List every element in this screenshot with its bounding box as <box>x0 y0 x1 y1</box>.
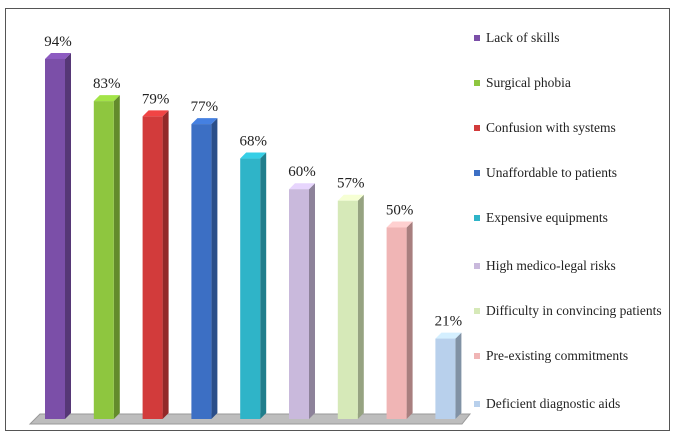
value-label: 83% <box>93 76 121 92</box>
legend-label: Lack of skills <box>486 30 560 45</box>
legend-label: Unaffordable to patients <box>486 165 617 180</box>
legend-swatch <box>474 215 480 221</box>
legend-swatch <box>474 125 480 131</box>
legend-item: Lack of skills <box>472 30 667 45</box>
legend-item: Difficulty in convincing patients <box>472 303 667 318</box>
value-label: 94% <box>44 34 72 50</box>
bar-side <box>406 221 413 419</box>
legend-label: Difficulty in convincing patients <box>486 303 662 318</box>
bar-top <box>435 332 462 339</box>
bar-top <box>93 95 120 102</box>
value-label: 21% <box>435 314 463 330</box>
legend-item: Surgical phobia <box>472 75 667 90</box>
bar-top <box>289 183 315 190</box>
bar-side <box>162 110 169 420</box>
value-label: 68% <box>239 134 267 150</box>
bar <box>142 116 163 420</box>
bar-side <box>260 152 267 419</box>
bar-side <box>309 183 315 419</box>
legend-swatch <box>474 263 480 269</box>
bar <box>386 227 407 419</box>
bar <box>435 338 456 419</box>
legend-label: Confusion with systems <box>486 120 616 135</box>
bar-side <box>357 194 364 419</box>
legend-item: Unaffordable to patients <box>472 165 667 180</box>
value-label: 79% <box>142 91 170 107</box>
legend-item: Pre-existing commitments <box>472 348 667 363</box>
bar-top <box>386 221 413 228</box>
legend-item: Deficient diagnostic aids <box>472 396 667 411</box>
bar-top <box>240 152 267 159</box>
legend-label: Surgical phobia <box>486 75 571 90</box>
bar-top <box>142 110 169 117</box>
bar <box>240 158 261 419</box>
legend-label: High medico-legal risks <box>486 258 616 273</box>
bar-top <box>191 118 218 125</box>
bar <box>93 101 114 420</box>
bar-side <box>113 95 120 420</box>
value-label: 50% <box>386 203 414 219</box>
bar-top <box>337 194 364 201</box>
legend-item: Confusion with systems <box>472 120 667 135</box>
bar <box>289 189 309 419</box>
legend-swatch <box>474 170 480 176</box>
legend-label: Pre-existing commitments <box>486 348 629 363</box>
legend-item: Expensive equipments <box>472 210 667 225</box>
value-label: 77% <box>191 99 219 115</box>
bar <box>337 200 358 419</box>
legend-label: Deficient diagnostic aids <box>486 396 621 411</box>
legend-item: High medico-legal risks <box>472 258 667 273</box>
legend-swatch <box>474 35 480 41</box>
value-label: 57% <box>337 176 365 192</box>
bar <box>191 124 212 419</box>
value-label: 60% <box>288 164 316 180</box>
bar-side <box>65 52 71 419</box>
bar-side <box>211 118 218 419</box>
bar-side <box>455 332 462 419</box>
legend-swatch <box>474 308 480 314</box>
bar-top <box>45 52 71 59</box>
legend-swatch <box>474 80 480 86</box>
frame <box>5 8 670 431</box>
legend-swatch <box>474 401 480 407</box>
legend-label: Expensive equipments <box>486 210 608 225</box>
bar <box>45 58 65 419</box>
legend-swatch <box>474 353 480 359</box>
